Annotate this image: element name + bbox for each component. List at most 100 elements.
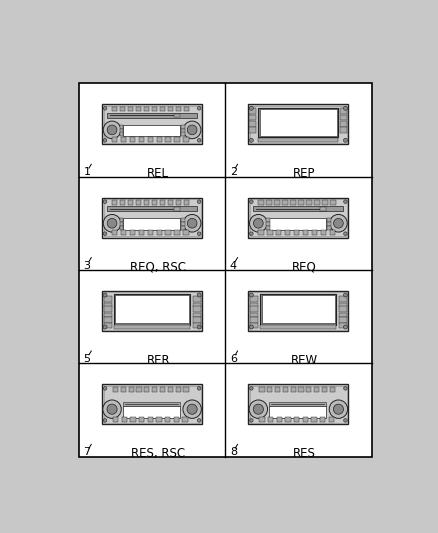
Bar (298, 200, 304, 205)
Bar (253, 206, 343, 211)
Bar (249, 108, 256, 114)
Bar (306, 387, 311, 392)
Bar (269, 402, 326, 406)
Bar (322, 200, 328, 205)
Circle shape (249, 293, 253, 297)
Bar (307, 200, 312, 205)
Bar (183, 230, 189, 235)
Bar (103, 303, 112, 307)
Bar (120, 132, 124, 136)
Bar (183, 417, 187, 422)
Bar (181, 219, 185, 222)
Bar (339, 296, 347, 302)
Bar (250, 313, 258, 317)
Bar (130, 230, 135, 235)
Circle shape (343, 293, 347, 297)
Circle shape (103, 386, 107, 390)
Bar (329, 230, 335, 235)
Bar (250, 306, 258, 312)
Bar (148, 137, 153, 141)
Text: 7: 7 (84, 447, 91, 457)
Bar (174, 207, 180, 211)
Bar (136, 200, 141, 205)
Bar (339, 303, 347, 307)
Circle shape (250, 200, 253, 204)
Circle shape (333, 404, 343, 414)
Bar (136, 107, 141, 111)
Circle shape (103, 325, 107, 329)
Bar (248, 104, 349, 144)
Circle shape (329, 400, 348, 418)
Text: RER: RER (146, 354, 170, 367)
Bar (276, 230, 282, 235)
Bar (156, 137, 162, 141)
Bar (103, 199, 201, 236)
Bar (103, 293, 201, 329)
Bar (249, 115, 256, 120)
Circle shape (107, 125, 117, 135)
Circle shape (198, 232, 201, 236)
Bar (102, 104, 202, 144)
Bar (340, 127, 347, 133)
Bar (277, 417, 282, 422)
Circle shape (250, 418, 253, 422)
Bar (103, 317, 112, 322)
Bar (250, 199, 347, 236)
Bar (160, 387, 165, 392)
Bar (176, 387, 181, 392)
Bar (339, 317, 347, 322)
Circle shape (103, 121, 121, 139)
Bar (120, 222, 124, 226)
Circle shape (249, 400, 268, 418)
Bar (340, 115, 347, 120)
Circle shape (344, 232, 347, 236)
Bar (120, 125, 124, 129)
Circle shape (250, 214, 267, 232)
Bar (115, 295, 189, 324)
Bar (181, 222, 185, 226)
Bar (267, 230, 272, 235)
Text: 2: 2 (230, 167, 237, 177)
Bar (283, 387, 288, 392)
Bar (290, 200, 296, 205)
Text: 5: 5 (84, 354, 91, 364)
Bar (113, 387, 118, 392)
Bar (259, 417, 265, 422)
Bar (174, 417, 179, 422)
Circle shape (343, 106, 347, 110)
Circle shape (103, 107, 107, 110)
Bar (248, 291, 349, 331)
Bar (174, 137, 180, 141)
Bar (303, 417, 308, 422)
Circle shape (250, 386, 253, 390)
Bar (79, 83, 371, 457)
Bar (123, 406, 180, 418)
Text: 1: 1 (84, 167, 91, 177)
Bar (165, 417, 170, 422)
Bar (184, 387, 188, 392)
Bar (120, 225, 124, 230)
Bar (107, 113, 197, 118)
Bar (123, 219, 180, 230)
Circle shape (197, 293, 201, 297)
Circle shape (344, 386, 347, 390)
Text: 3: 3 (84, 261, 91, 271)
Bar (144, 107, 149, 111)
Circle shape (198, 418, 201, 422)
Bar (168, 107, 173, 111)
Text: RES, RSC: RES, RSC (131, 447, 185, 461)
Circle shape (187, 125, 197, 135)
Bar (248, 384, 349, 424)
Circle shape (103, 293, 107, 297)
Bar (123, 402, 180, 406)
Bar (258, 108, 339, 137)
Bar (152, 107, 157, 111)
Bar (103, 324, 112, 328)
Text: 8: 8 (230, 447, 237, 457)
Circle shape (187, 404, 197, 414)
Bar (120, 107, 125, 111)
Bar (156, 417, 162, 422)
Bar (174, 114, 180, 117)
Bar (128, 200, 134, 205)
Bar (274, 200, 280, 205)
